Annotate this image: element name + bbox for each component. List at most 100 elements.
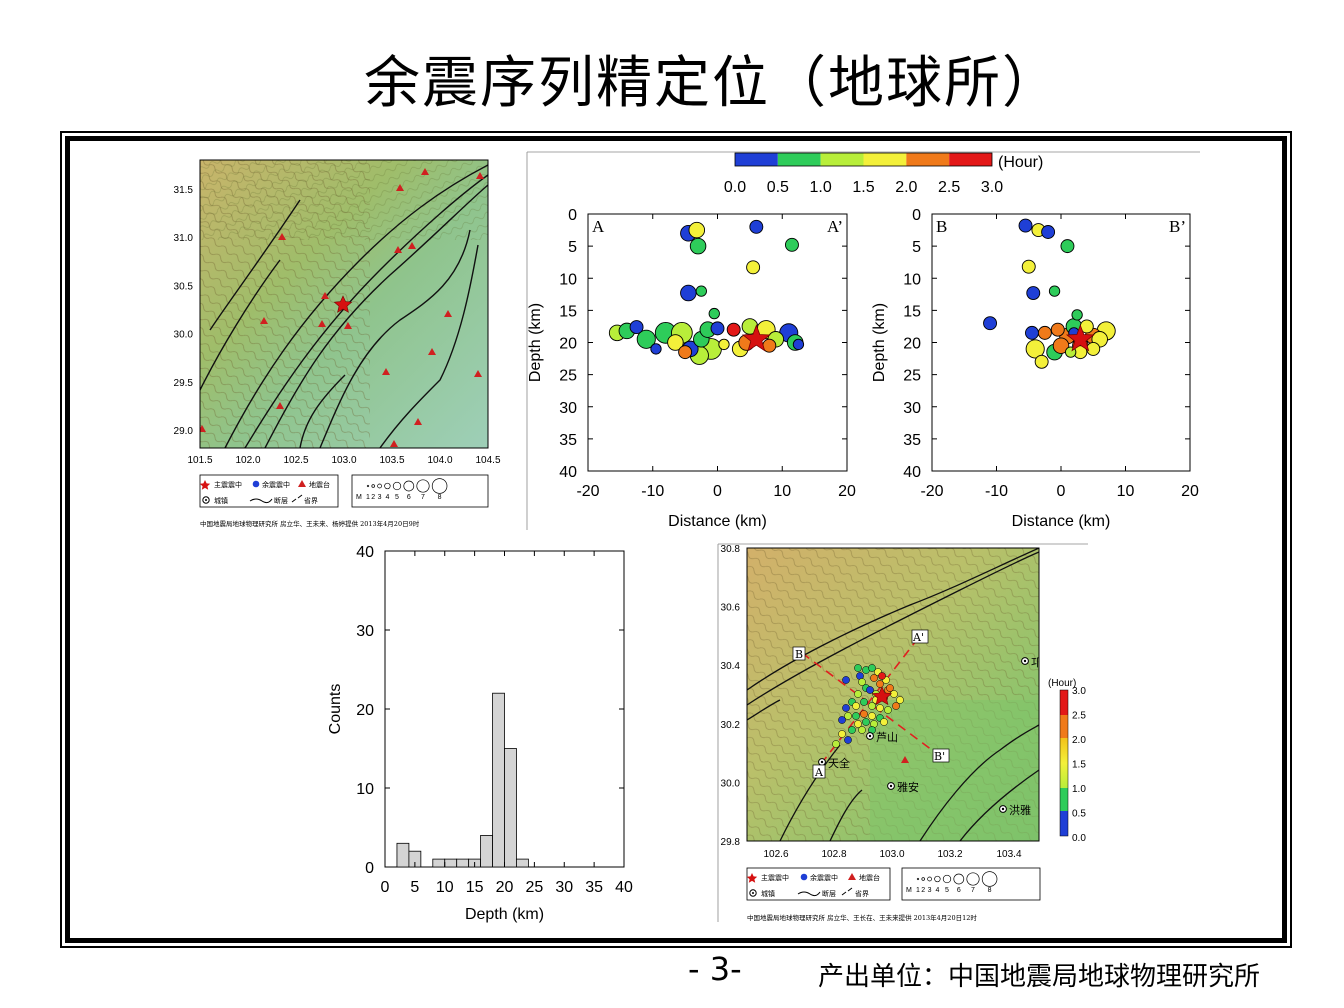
magnitude-legend-value: 6 — [407, 494, 411, 501]
magnitude-legend-value: 4 — [385, 494, 389, 501]
overview-magnitude-legend — [351, 474, 489, 508]
aftershock-point — [1041, 225, 1056, 239]
aftershock-point — [667, 334, 684, 351]
magnitude-legend-value: 1 — [366, 494, 370, 501]
histogram-bar — [480, 835, 493, 868]
legend-border-label: 省界 — [304, 496, 318, 505]
overview-x-tick-label: 101.5 — [187, 455, 212, 466]
aftershock-point — [983, 316, 997, 331]
depth-histogram-chart: 0 5 10 15 20 25 30 35 40 0 10 20 30 40 Depth (km) Count… — [327, 544, 633, 923]
magnitude-legend-value: 2 — [921, 887, 925, 894]
histogram-x-tick-label: 35 — [585, 879, 603, 896]
profile-x-tick-label: -10 — [985, 483, 1008, 500]
epicenter-colorbar-tick: 3.0 — [1072, 686, 1086, 697]
legend-mainshock-label: 主震震中 — [214, 480, 242, 489]
aftershock-point — [650, 343, 662, 355]
profile-endpoint-labels: B B' A A' — [792, 629, 950, 779]
profile-x-tick-label: 20 — [1181, 483, 1199, 500]
legend-mainshock-icon — [199, 480, 211, 490]
epicenter-y-tick-label: 30.0 — [721, 778, 741, 789]
profile-corner-right: A’ — [827, 217, 843, 236]
legend2-city-label: 城镇 — [761, 889, 775, 898]
epicenter-x-tick-label: 102.8 — [821, 849, 846, 860]
profile-y-tick-label: 20 — [903, 336, 921, 353]
overview-map-mainshock — [333, 295, 353, 313]
epicenter-colorbar-tick: 1.5 — [1072, 760, 1086, 771]
magnitude-legend-value: 1 — [916, 887, 920, 894]
overview-map-border — [199, 159, 489, 449]
histogram-x-tick-label: 25 — [525, 879, 543, 896]
aftershock-point — [1071, 309, 1083, 321]
magnitude-legend-value: 7 — [421, 494, 425, 501]
magnitude-legend-circle — [366, 484, 370, 488]
profile-y-tick-label: 15 — [559, 303, 577, 320]
magnitude-legend-circle — [953, 873, 965, 885]
histogram-y-tick-label: 20 — [356, 702, 374, 719]
profile-y-tick-label: 30 — [559, 400, 577, 417]
aftershock-point — [741, 318, 759, 335]
legend2-aftershock-label: 余震震中 — [810, 873, 838, 882]
histogram-y-tick-label: 10 — [356, 781, 374, 798]
label-b-box — [792, 646, 806, 661]
histogram-x-tick-label: 15 — [466, 879, 484, 896]
overview-x-tick-label: 104.5 — [475, 455, 500, 466]
legend-station-icon — [298, 480, 306, 487]
epicenter-aftershock — [884, 706, 892, 714]
legend-aftershock-label: 余震震中 — [262, 480, 290, 489]
legend-fault-label: 断层 — [274, 496, 288, 505]
magnitude-legend-circle — [431, 478, 448, 494]
magnitude-legend-circle — [934, 875, 941, 883]
city-marker-lushan-dot — [868, 734, 872, 738]
epicenter-aftershock — [854, 690, 862, 698]
overview-y-tick-label: 30.0 — [174, 330, 194, 341]
epicenter-map-credit: 中国地震局地球物理研究所 房立华、王长在、王未来提供 2013年4月20日12时 — [747, 913, 977, 922]
legend2-border-label: 省界 — [855, 889, 869, 898]
city-label-qionglai: 邛 — [1031, 656, 1042, 669]
epicenter-aftershock — [870, 674, 878, 682]
profile-y-tick-label: 10 — [903, 271, 921, 288]
epicenter-map-y-ticks: 30.8 30.6 30.4 30.2 30.0 29.8 — [721, 544, 741, 848]
epicenter-map: 芦山 天全 雅安 洪雅 邛 B B' A A' — [717, 543, 1088, 922]
profile-x-tick-label: -20 — [576, 483, 599, 500]
aftershock-point — [1018, 218, 1033, 233]
aftershock-point — [1025, 325, 1039, 340]
epicenter-aftershock — [862, 718, 870, 726]
legend-fault-icon — [249, 498, 273, 504]
overview-x-tick-label: 102.5 — [283, 455, 308, 466]
magnitude-legend-circle — [384, 482, 391, 490]
epicenter-map-basin — [870, 700, 1039, 841]
label-a: A — [814, 766, 824, 779]
epicenter-y-tick-label: 30.6 — [721, 603, 741, 614]
aftershock-point — [1086, 341, 1101, 356]
mainshock-star — [741, 324, 771, 352]
legend-border-icon — [291, 494, 303, 503]
profile-y-tick-label: 35 — [903, 432, 921, 449]
profile-x-tick-label: 0 — [1057, 483, 1066, 500]
epicenter-aftershock — [838, 716, 846, 724]
legend2-fault-icon — [797, 891, 821, 897]
overview-y-tick-label: 31.5 — [174, 185, 194, 196]
city-label-hongya: 洪雅 — [1009, 803, 1031, 817]
legend-city-label: 城镇 — [214, 496, 228, 505]
histogram-x-tick-label: 0 — [381, 879, 390, 896]
epicenter-map-border — [746, 547, 1040, 842]
profile-x-tick-label: -20 — [920, 483, 943, 500]
time-colorbar-segment — [735, 153, 778, 166]
aftershock-point — [708, 307, 720, 320]
magnitude-legend-circle — [981, 871, 998, 887]
time-colorbar-segments — [734, 152, 993, 167]
histogram-bar — [516, 858, 529, 868]
aftershock-point — [688, 221, 706, 239]
profile-y-tick-label: 30 — [903, 400, 921, 417]
histogram-y-tick-label: 0 — [365, 860, 374, 877]
histogram-bar — [456, 858, 470, 868]
overview-map-relief-north — [200, 160, 488, 240]
profile-y-tick-label: 40 — [559, 464, 577, 481]
epicenter-map-x-ticks: 102.6 102.8 103.0 103.2 103.4 — [763, 849, 1021, 860]
epicenter-aftershock — [868, 664, 876, 672]
epicenter-colorbar-tick: 0.5 — [1072, 809, 1086, 820]
profile-y-tick-label: 15 — [903, 303, 921, 320]
label-a-end-box — [911, 629, 929, 644]
